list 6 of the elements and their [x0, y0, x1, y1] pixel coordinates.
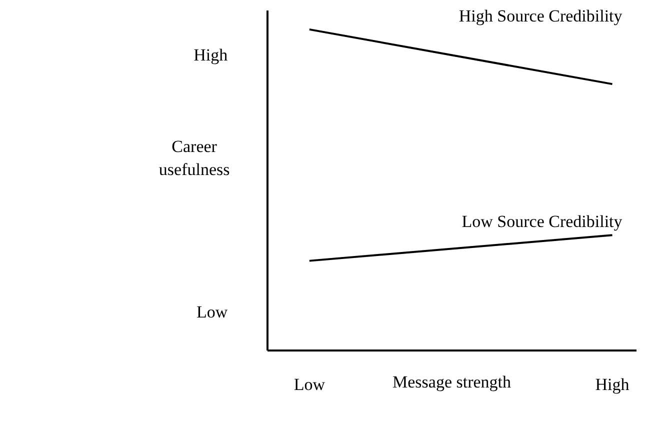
- y-axis-title: Career usefulness: [158, 137, 230, 179]
- text: High: [194, 46, 228, 65]
- x-axis-title: Message strength: [392, 372, 512, 392]
- series-label: High Source Credibility: [458, 6, 623, 26]
- text: Low: [196, 302, 228, 322]
- series-label: Low Source Credibility: [462, 212, 623, 232]
